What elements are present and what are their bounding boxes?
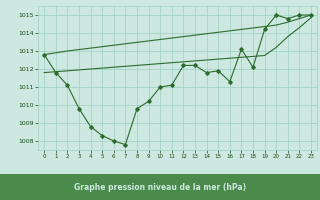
Text: Graphe pression niveau de la mer (hPa): Graphe pression niveau de la mer (hPa): [74, 182, 246, 192]
